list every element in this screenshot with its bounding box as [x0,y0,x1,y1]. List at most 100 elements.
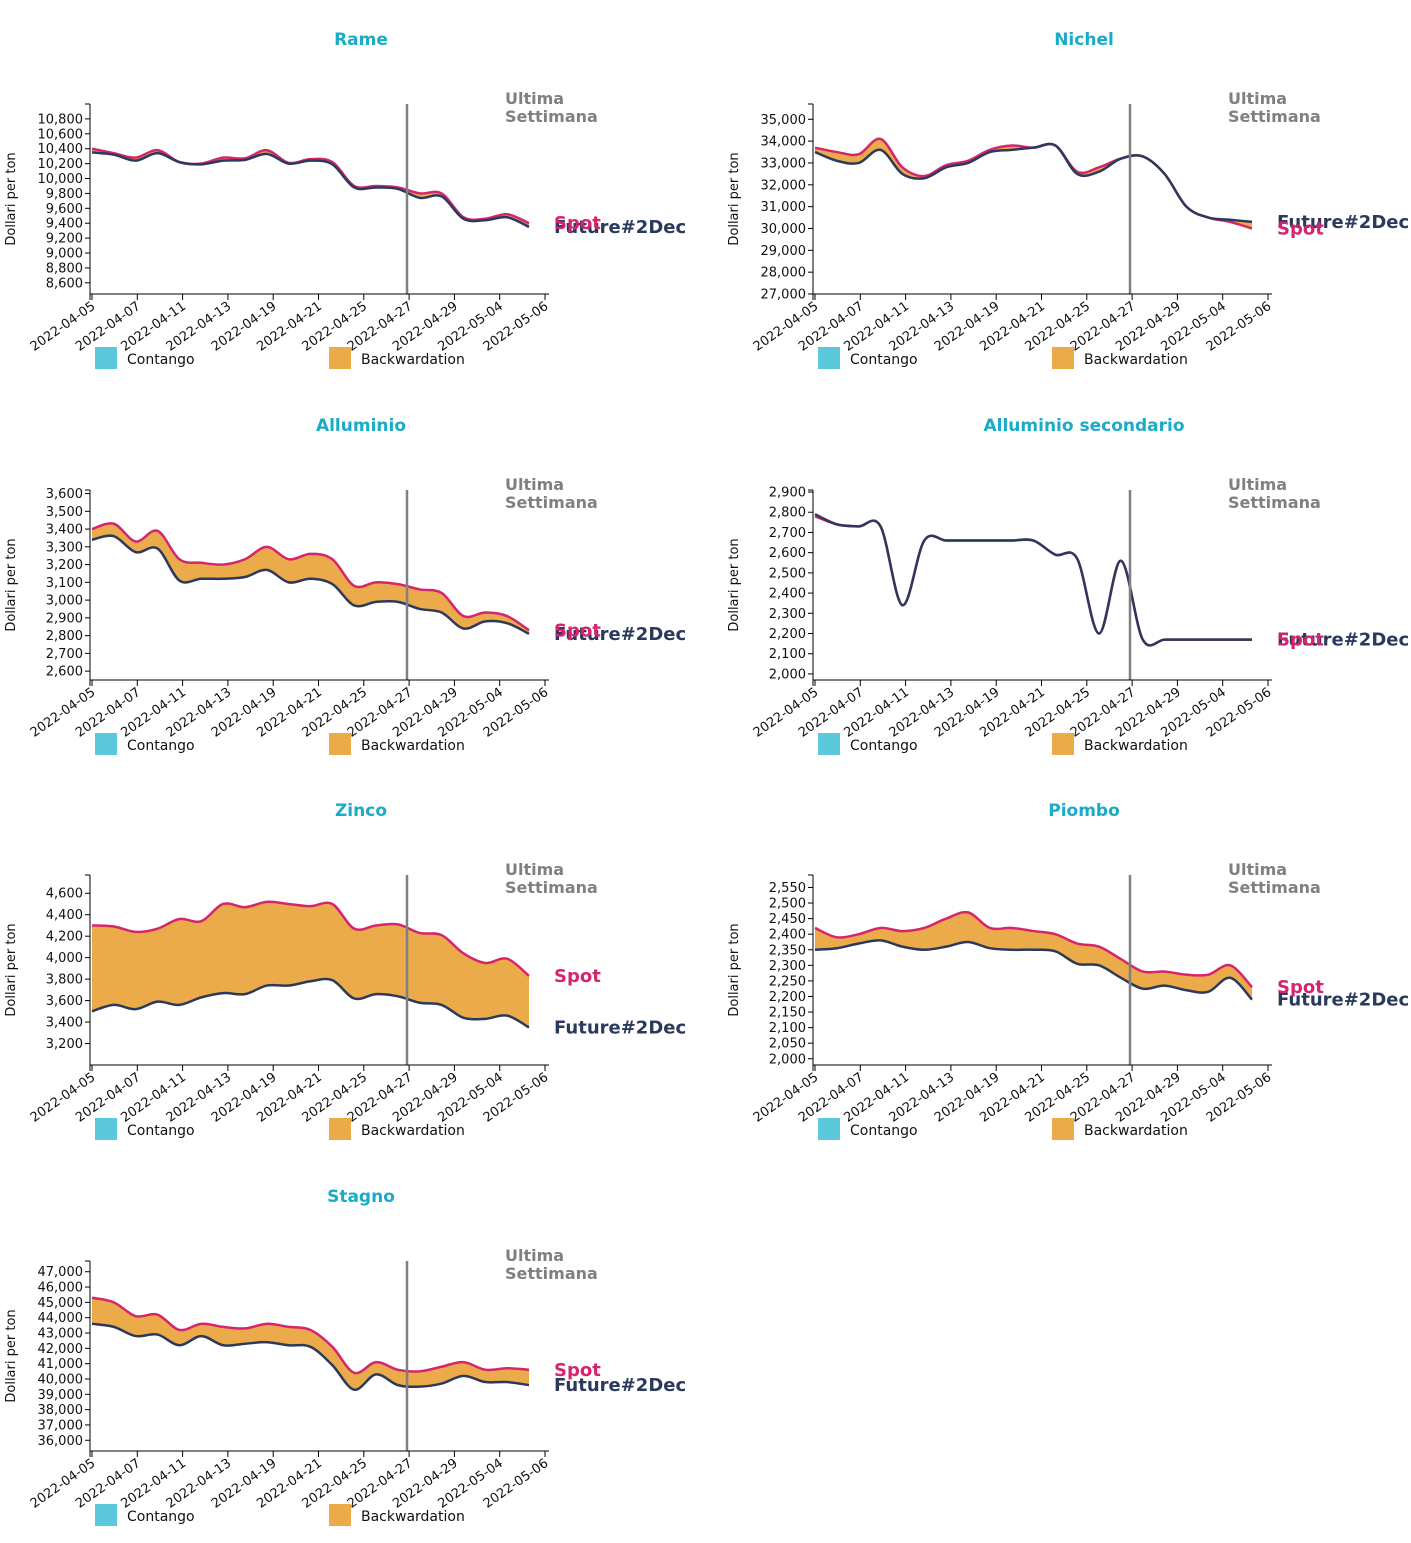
legend-backwardation-swatch [329,347,351,369]
y-tick-label: 2,500 [769,897,806,912]
legend-backwardation-label: Backwardation [361,1509,465,1525]
spot-line [91,900,530,977]
spot-line [814,910,1253,989]
chart-title: Piombo [1048,801,1120,821]
future-line [91,1322,530,1391]
y-tick-label: 35,000 [761,113,807,128]
legend-backwardation-label: Backwardation [361,352,465,368]
y-tick-label: 9,800 [46,187,83,202]
y-tick-label: 37,000 [38,1418,84,1433]
chart-title: Alluminio [316,416,406,436]
legend-contango-label: Contango [850,352,918,368]
y-tick-label: 2,900 [46,611,83,626]
y-tick-label: 2,000 [769,1052,806,1067]
chart-title: Nichel [1054,30,1114,50]
y-tick-label: 3,400 [46,523,83,538]
future-line [91,534,530,635]
chart-svg: RameUltimaSettimana8,6008,8009,0009,2009… [4,30,686,369]
y-tick-label: 45,000 [38,1296,84,1311]
y-tick-label: 8,600 [46,276,83,291]
y-tick-label: 9,000 [46,247,83,262]
y-tick-label: 10,200 [38,157,84,172]
y-tick-label: 2,600 [46,665,83,680]
future-end-label: Future#2Dec [554,1375,686,1396]
y-tick-label: 2,900 [769,486,806,501]
future-line [814,142,1253,224]
chart-title: Zinco [335,801,387,821]
y-tick-label: 46,000 [38,1281,84,1296]
future-end-label: Future#2Dec [554,1017,686,1038]
y-tick-label: 3,800 [46,973,83,988]
spot-end-label: Spot [554,966,601,987]
last-week-annotation-2: Settimana [505,878,598,897]
y-tick-label: 36,000 [38,1434,84,1449]
y-tick-label: 2,400 [769,928,806,943]
legend-contango-swatch [95,1504,117,1526]
chart-panel-alluminio: Alluminio Ultima Settimana 2,600 2,700 2,800 2… [0,386,700,772]
y-tick-label: 3,600 [46,994,83,1009]
spot-end-label: Spot [1277,630,1324,651]
y-tick-label: 31,000 [761,200,807,215]
y-tick-label: 2,200 [769,990,806,1005]
y-tick-label: 3,100 [46,576,83,591]
legend-contango-swatch [95,1118,117,1140]
spot-end-label: Spot [1277,977,1324,998]
spot-line [91,1296,530,1375]
legend-backwardation-swatch [1052,1118,1074,1140]
spot-line [91,522,530,632]
y-tick-label: 43,000 [38,1327,84,1342]
y-tick-label: 4,600 [46,887,83,902]
legend-contango-swatch [95,347,117,369]
chart-title: Rame [334,30,388,50]
last-week-annotation: Ultima [505,860,564,879]
y-tick-label: 3,500 [46,505,83,520]
chart-panel-stagno: Stagno Ultima Settimana 36,000 37,000 38,000 3… [0,1157,700,1543]
y-tick-label: 2,500 [769,566,806,581]
y-axis-label: Dollari per ton [727,923,742,1016]
chart-title: Stagno [327,1187,395,1207]
y-tick-label: 2,400 [769,587,806,602]
backwardation-area-top [92,901,529,1028]
backwardation-area [815,138,1252,229]
y-tick-label: 42,000 [38,1342,84,1357]
backwardation-area-top [815,514,1252,646]
future-line [91,151,530,229]
y-tick-label: 10,600 [38,127,84,142]
y-tick-label: 2,300 [769,607,806,622]
last-week-annotation-2: Settimana [505,1264,598,1283]
legend-contango-label: Contango [127,1509,195,1525]
y-tick-label: 2,450 [769,912,806,927]
backwardation-area-top [815,138,1252,229]
y-tick-label: 3,600 [46,487,83,502]
y-tick-label: 2,550 [769,881,806,896]
last-week-annotation: Ultima [505,89,564,108]
y-tick-label: 30,000 [761,222,807,237]
legend-contango-label: Contango [127,352,195,368]
spot-end-label: Spot [554,620,601,641]
legend-contango-swatch [95,733,117,755]
legend-backwardation-label: Backwardation [361,1123,465,1139]
y-tick-label: 2,700 [46,647,83,662]
legend-contango-swatch [818,1118,840,1140]
y-tick-label: 39,000 [38,1388,84,1403]
y-axis-label: Dollari per ton [4,923,19,1016]
y-tick-label: 2,150 [769,1006,806,1021]
y-tick-label: 44,000 [38,1311,84,1326]
y-tick-label: 3,400 [46,1016,83,1031]
legend-backwardation-swatch [329,733,351,755]
y-axis-label: Dollari per ton [4,538,19,631]
last-week-annotation: Ultima [1228,475,1287,494]
legend-backwardation-label: Backwardation [361,738,465,754]
last-week-annotation: Ultima [1228,860,1287,879]
spot-end-label: Spot [1277,218,1324,239]
chart-title: Alluminio secondario [983,416,1184,436]
y-tick-label: 2,700 [769,526,806,541]
y-tick-label: 2,350 [769,943,806,958]
y-axis-label: Dollari per ton [727,538,742,631]
legend-contango-label: Contango [850,738,918,754]
last-week-annotation-2: Settimana [1228,107,1321,126]
y-tick-label: 28,000 [761,266,807,281]
